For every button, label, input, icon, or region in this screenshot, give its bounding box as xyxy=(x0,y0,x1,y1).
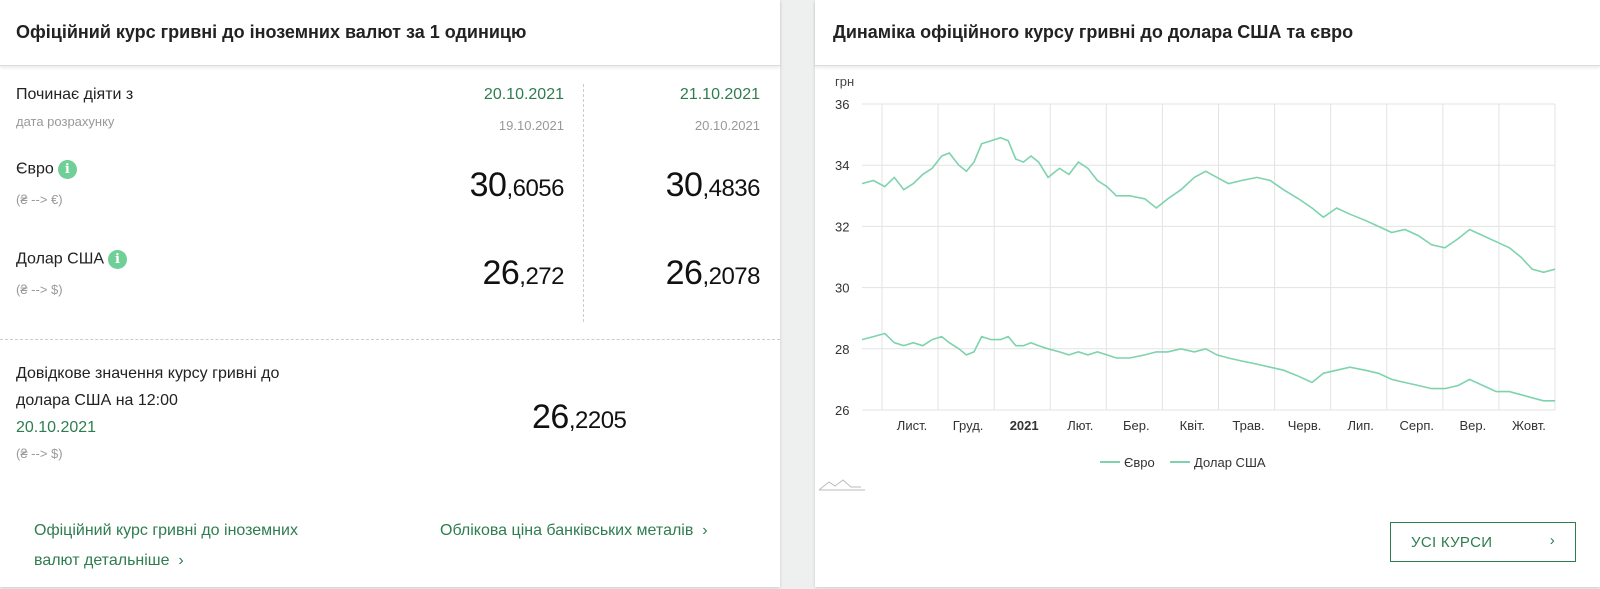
usd-rate-col1-int: 26 xyxy=(482,254,520,292)
rate-dynamics-title: Динаміка офіційного курсу гривні до дола… xyxy=(815,0,1600,66)
x-tick-label: Квіт. xyxy=(1180,418,1206,433)
metals-price-link[interactable]: Облікова ціна банківських металів › xyxy=(440,516,708,546)
calc-date-label: дата розрахунку xyxy=(16,114,115,129)
official-rate-title: Офіційний курс гривні до іноземних валют… xyxy=(0,0,780,66)
y-tick-label: 28 xyxy=(835,342,849,357)
metals-price-link-label: Облікова ціна банківських металів xyxy=(440,522,694,539)
x-tick-label: Черв. xyxy=(1288,418,1322,433)
x-tick-label: Серп. xyxy=(1400,418,1435,433)
reference-label-line1: Довідкове значення курсу гривні до xyxy=(16,365,280,382)
y-tick-label: 34 xyxy=(835,158,849,173)
legend-label: Євро xyxy=(1124,455,1155,470)
column-divider xyxy=(583,84,584,322)
chart-navigator-icon[interactable] xyxy=(818,479,865,491)
x-tick-label: Жовт. xyxy=(1512,418,1546,433)
x-tick-label: Лист. xyxy=(897,418,927,433)
col2-calc-date: 20.10.2021 xyxy=(694,118,760,133)
all-rates-button-label: УСІ КУРСИ xyxy=(1411,533,1493,551)
euro-rate-col2-int: 30 xyxy=(665,166,703,204)
rates-detail-link[interactable]: Офіційний курс гривні до іноземних валют… xyxy=(34,516,298,576)
euro-row-label: Євро i xyxy=(16,160,77,179)
legend-label: Долар США xyxy=(1194,455,1266,470)
euro-rate-col1-int: 30 xyxy=(469,166,507,204)
all-rates-button[interactable]: УСІ КУРСИ › xyxy=(1390,522,1576,562)
rates-detail-link-line1: Офіційний курс гривні до іноземних xyxy=(34,522,298,539)
euro-rate-col1: 30,6056 xyxy=(469,166,565,205)
usd-direction: (₴ --> $) xyxy=(16,282,63,297)
euro-label: Євро xyxy=(16,160,54,178)
x-tick-label: Бер. xyxy=(1123,418,1150,433)
reference-rate-frac: ,2205 xyxy=(568,407,627,434)
col2-date: 21.10.2021 xyxy=(679,86,760,103)
rates-detail-link-line2: валют детальніше xyxy=(34,552,170,569)
chevron-right-icon: › xyxy=(1549,532,1555,549)
rate-dynamics-chart: грн 36 34 32 30 28 26 Лист. Груд. 2021 Лют. Бер. Кві… xyxy=(818,74,1556,491)
euro-rate-col1-frac: ,6056 xyxy=(506,175,564,202)
reference-direction: (₴ --> $) xyxy=(16,446,63,461)
info-icon[interactable]: i xyxy=(57,160,77,179)
info-icon[interactable]: i xyxy=(108,250,128,269)
reference-label-line2: долара США на 12:00 xyxy=(16,392,178,409)
euro-rate-col2: 30,4836 xyxy=(665,166,761,205)
reference-label: Довідкове значення курсу гривні до долар… xyxy=(16,360,279,441)
x-tick-label: Вер. xyxy=(1459,418,1486,433)
usd-series-line xyxy=(861,332,1555,402)
col1-calc-date: 19.10.2021 xyxy=(498,118,564,133)
x-tick-label: 2021 xyxy=(1010,418,1039,433)
y-axis-label: грн xyxy=(835,74,854,89)
usd-rate-col2: 26,2078 xyxy=(665,254,761,293)
y-tick-label: 36 xyxy=(835,97,849,112)
reference-rate: 26,2205 xyxy=(532,398,627,437)
x-tick-label: Трав. xyxy=(1232,418,1264,433)
usd-rate-col1: 26,272 xyxy=(482,254,564,293)
chevron-right-icon: › xyxy=(178,552,184,569)
rate-dynamics-card: Динаміка офіційного курсу гривні до дола… xyxy=(815,0,1600,587)
y-tick-label: 26 xyxy=(835,403,849,418)
col1-date: 20.10.2021 xyxy=(483,86,564,103)
y-tick-label: 30 xyxy=(835,281,849,296)
x-tick-label: Лют. xyxy=(1067,418,1093,433)
usd-label: Долар США xyxy=(16,250,105,268)
official-rate-card: Офіційний курс гривні до іноземних валют… xyxy=(0,0,780,587)
reference-date: 20.10.2021 xyxy=(16,419,97,436)
chevron-right-icon: › xyxy=(702,522,708,539)
x-tick-label: Груд. xyxy=(953,418,984,433)
usd-rate-col2-frac: ,2078 xyxy=(702,263,760,290)
x-tick-label: Лип. xyxy=(1347,418,1373,433)
euro-direction: (₴ --> €) xyxy=(16,192,63,207)
usd-row-label: Долар США i xyxy=(16,250,128,269)
usd-rate-col1-frac: ,272 xyxy=(519,263,564,290)
reference-rate-int: 26 xyxy=(532,398,569,436)
euro-rate-col2-frac: ,4836 xyxy=(702,175,760,202)
y-tick-label: 32 xyxy=(835,219,849,234)
euro-series-line xyxy=(861,136,1556,274)
usd-rate-col2-int: 26 xyxy=(665,254,703,292)
effective-date-label: Починає діяти з xyxy=(16,86,134,103)
section-divider xyxy=(0,339,780,340)
